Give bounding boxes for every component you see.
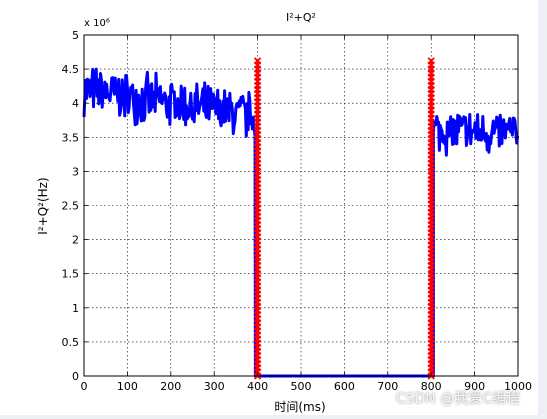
y-tick-label: 3.5	[62, 131, 80, 144]
figure-window: 0 100 200 300 400 500 600 700 800 900 1000 0 0.5 1 1.5…	[0, 0, 538, 415]
x-axis-label: 时间(ms)	[274, 400, 325, 414]
axes-frame	[83, 34, 519, 377]
watermark: CSDN @我爱C编程	[395, 391, 520, 407]
y-tick-label: 3	[72, 165, 79, 178]
x-tick-label: 0	[81, 380, 88, 393]
x-tick-label: 1000	[504, 380, 532, 393]
x-tick-label: 300	[204, 380, 225, 393]
y-tick-label: 2.5	[62, 200, 80, 213]
y-tick-label: 4	[72, 97, 79, 110]
x-tick-label: 500	[291, 380, 312, 393]
chart-title: I²+Q²	[286, 11, 316, 24]
y-tick-label: 5	[72, 29, 79, 42]
x-marker	[253, 57, 262, 65]
window-edge	[538, 0, 547, 415]
x-tick-label: 800	[421, 380, 442, 393]
y-tick-label: 1	[72, 302, 79, 315]
x-tick-label: 100	[117, 380, 138, 393]
axes-box	[83, 34, 519, 377]
y-axis-label: I²+Q²(Hz)	[36, 177, 50, 234]
x-tick-label: 600	[334, 380, 355, 393]
x-tick-label: 200	[160, 380, 181, 393]
y-tick-label: 2	[72, 234, 79, 247]
x-tick-label: 400	[247, 380, 268, 393]
tick-labels: 0 100 200 300 400 500 600 700 800 900 1000 0 0.5 1 1.5…	[62, 29, 533, 393]
y-tick-label: 0.5	[62, 336, 80, 349]
chart-svg: 0 100 200 300 400 500 600 700 800 900 1000 0 0.5 1 1.5…	[36, 11, 533, 414]
y-tick-label: 0	[72, 370, 79, 383]
x-tick-label: 700	[377, 380, 398, 393]
x-marker	[427, 57, 435, 65]
y-exponent-label: x 10⁶	[84, 18, 110, 29]
y-tick-label: 4.5	[62, 63, 80, 76]
x-tick-label: 900	[464, 380, 485, 393]
data-layer	[82, 57, 520, 380]
y-tick-label: 1.5	[62, 268, 80, 281]
series-line	[82, 67, 520, 378]
